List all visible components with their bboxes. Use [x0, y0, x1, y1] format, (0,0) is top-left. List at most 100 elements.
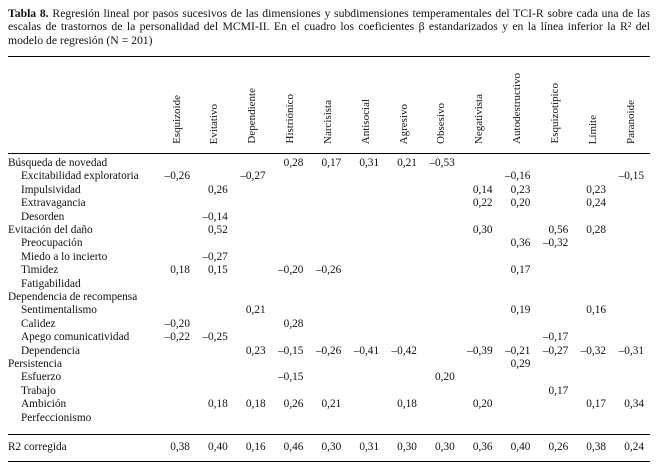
row-label: Búsqueda de novedad — [8, 156, 108, 169]
beta-cell — [347, 358, 385, 371]
beta-cell — [309, 184, 347, 197]
beta-cell — [309, 371, 347, 384]
beta-cell — [272, 251, 310, 264]
beta-cell — [385, 211, 423, 224]
beta-cell — [574, 153, 612, 170]
beta-cell — [158, 251, 196, 264]
dimension-row-evitacion-del-dano: Evitación del daño 0,52 0,30 0,56 0,28 — [8, 224, 650, 237]
row-label: Fatigabilidad — [21, 277, 81, 290]
beta-cell — [423, 184, 461, 197]
beta-cell: 0,17 — [548, 384, 569, 397]
column-header-paranoide: Paranoide — [612, 56, 650, 154]
beta-cell — [423, 197, 461, 210]
beta-cell — [574, 170, 612, 183]
subdimension-row-excitabilidad-exploratoria: Excitabilidad exploratoria –0,26 –0,27 –0,1… — [8, 170, 650, 183]
beta-cell: –0,22 — [164, 331, 190, 344]
beta-cell: 0,23 — [245, 344, 266, 357]
beta-cell — [461, 412, 499, 435]
beta-cell — [612, 184, 650, 197]
beta-cell — [385, 170, 423, 183]
beta-cell — [612, 237, 650, 250]
column-header-label: Esquizotípico — [548, 83, 561, 144]
beta-cell: –0,26 — [315, 264, 342, 277]
r2-cell: 0,30 — [309, 434, 348, 462]
beta-cell — [158, 278, 196, 291]
beta-cell — [612, 304, 650, 317]
r2-cell: 0,30 — [422, 434, 461, 462]
beta-cell — [347, 211, 385, 224]
beta-cell — [574, 331, 612, 344]
column-header-evitativo: Evitativo — [195, 56, 234, 154]
row-label: Miedo a lo incierto — [21, 250, 108, 263]
beta-cell — [461, 278, 499, 291]
beta-cell — [309, 304, 347, 317]
beta-cell: –0,42 — [391, 344, 417, 357]
beta-cell — [196, 371, 234, 384]
beta-cell — [347, 237, 385, 250]
beta-cell — [347, 170, 385, 183]
beta-cell: –0,17 — [542, 331, 569, 344]
beta-cell: –0,32 — [580, 344, 607, 357]
beta-cell — [234, 358, 272, 371]
beta-cell: –0,20 — [164, 317, 190, 330]
beta-cell — [347, 385, 385, 398]
beta-cell — [347, 278, 385, 291]
beta-cell: 0,23 — [586, 183, 607, 196]
beta-cell — [423, 211, 461, 224]
header-row: Esquizoide Evitativo Dependiente Histriónic… — [8, 56, 650, 154]
beta-cell — [574, 278, 612, 291]
beta-cell — [272, 412, 310, 435]
beta-cell — [385, 278, 423, 291]
beta-cell — [158, 412, 196, 435]
beta-cell — [272, 211, 310, 224]
row-label: Desorden — [21, 210, 65, 223]
beta-cell — [347, 318, 385, 331]
beta-cell — [423, 237, 461, 250]
beta-cell — [536, 197, 574, 210]
beta-cell — [536, 291, 574, 304]
beta-cell — [461, 264, 499, 277]
column-header-agresivo: Agresivo — [385, 56, 423, 154]
beta-cell — [158, 371, 196, 384]
beta-cell — [536, 153, 574, 170]
beta-cell: 0,28 — [283, 317, 304, 330]
beta-cell — [158, 211, 196, 224]
beta-cell — [499, 251, 537, 264]
beta-cell — [385, 304, 423, 317]
beta-cell — [499, 412, 537, 435]
beta-cell — [385, 385, 423, 398]
beta-cell — [196, 358, 234, 371]
row-label: Timidez — [21, 264, 59, 277]
beta-cell — [385, 291, 423, 304]
beta-cell — [234, 153, 272, 170]
column-header-label: Dependiente — [246, 88, 259, 144]
beta-cell — [347, 184, 385, 197]
beta-cell — [309, 331, 347, 344]
beta-cell: 0,26 — [283, 398, 304, 411]
column-header-label: Negativista — [473, 93, 486, 144]
beta-cell — [234, 331, 272, 344]
beta-cell — [196, 237, 234, 250]
column-header-narcisista: Narcisista — [309, 56, 348, 154]
beta-cell — [499, 385, 537, 398]
beta-cell — [385, 197, 423, 210]
beta-cell — [574, 251, 612, 264]
beta-cell: 0,23 — [510, 183, 531, 196]
beta-cell — [234, 371, 272, 384]
beta-cell — [272, 291, 310, 304]
beta-cell — [309, 412, 347, 435]
beta-cell — [612, 385, 650, 398]
beta-cell: –0,25 — [202, 331, 228, 344]
beta-cell: –0,15 — [278, 344, 304, 357]
beta-cell: 0,29 — [510, 357, 531, 370]
beta-cell — [272, 224, 310, 237]
column-header-label: Antisocial — [359, 98, 372, 144]
beta-cell: 0,17 — [586, 398, 607, 411]
beta-cell — [158, 385, 196, 398]
beta-cell: 0,21 — [245, 304, 266, 317]
beta-cell — [196, 318, 234, 331]
beta-cell — [423, 224, 461, 237]
beta-cell — [158, 153, 196, 170]
r2-cell: 0,26 — [536, 434, 575, 462]
table-caption-text: Regresión lineal por pasos sucesivos de … — [8, 7, 651, 47]
